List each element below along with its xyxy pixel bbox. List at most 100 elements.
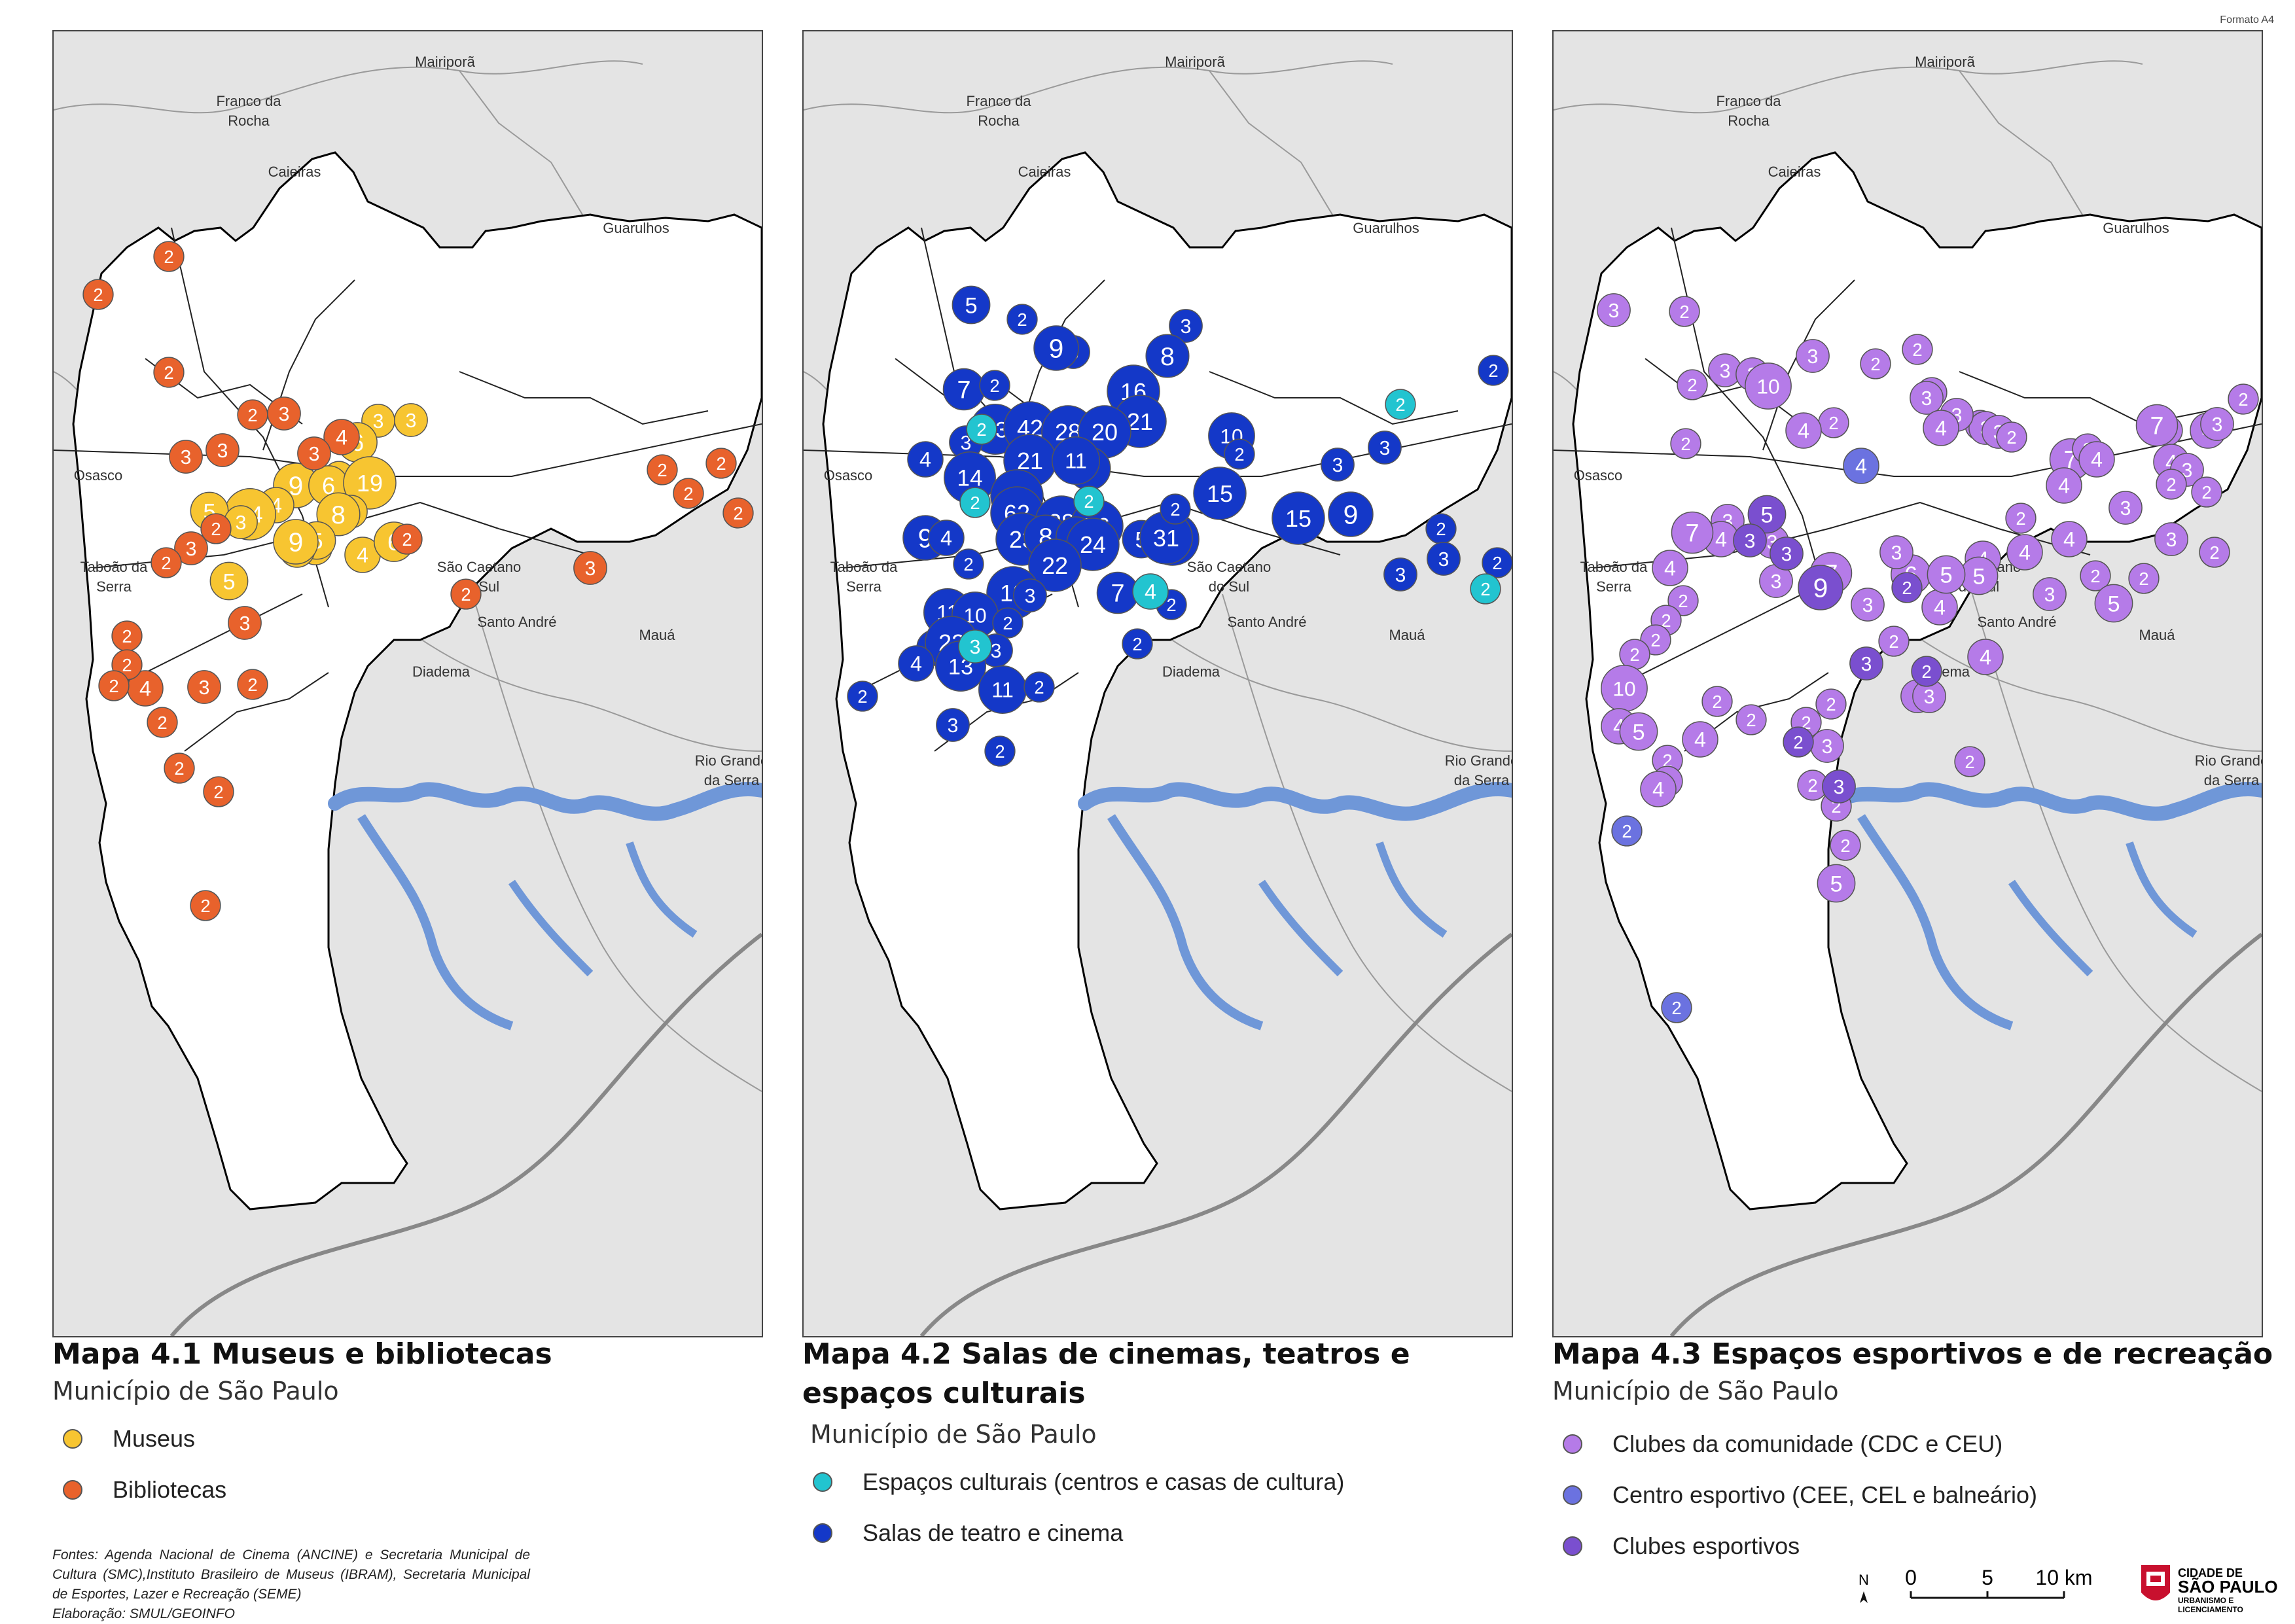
- map-point[interactable]: 4: [907, 441, 944, 478]
- map-point[interactable]: 9: [1328, 491, 1374, 537]
- map-point-marker[interactable]: [1619, 712, 1658, 751]
- map-point[interactable]: 2: [673, 478, 704, 509]
- map-point-marker[interactable]: [2006, 534, 2043, 571]
- map-point[interactable]: 3: [936, 708, 970, 742]
- map-point[interactable]: 5: [1619, 712, 1658, 751]
- map-point-marker[interactable]: [1747, 495, 1787, 534]
- map-point[interactable]: 2: [2199, 537, 2230, 568]
- map-point-marker[interactable]: [237, 669, 268, 700]
- map-point-marker[interactable]: [203, 776, 234, 807]
- map-point-marker[interactable]: [2156, 468, 2187, 500]
- map-point-marker[interactable]: [1849, 646, 1883, 680]
- map-point-marker[interactable]: [1671, 511, 1714, 554]
- map-point[interactable]: 2: [1860, 348, 1891, 380]
- map-point-marker[interactable]: [2005, 503, 2037, 534]
- map-point[interactable]: 3: [1368, 431, 1402, 465]
- map-point-marker[interactable]: [952, 285, 991, 325]
- map-point[interactable]: 2: [1902, 334, 1933, 365]
- map-point-marker[interactable]: [1879, 535, 1913, 569]
- map-point[interactable]: 5: [952, 285, 991, 325]
- map-point[interactable]: 10: [1745, 362, 1792, 410]
- map-point[interactable]: 3: [1910, 381, 1944, 415]
- map-point[interactable]: 2: [237, 669, 268, 700]
- map-point-marker[interactable]: [169, 440, 203, 474]
- map-point-marker[interactable]: [1652, 550, 1688, 586]
- map-point[interactable]: 2: [1701, 686, 1733, 717]
- map-point[interactable]: 3: [169, 440, 203, 474]
- map-point-marker[interactable]: [979, 370, 1010, 401]
- map-point[interactable]: 3: [228, 606, 262, 640]
- map-point-marker[interactable]: [147, 707, 178, 738]
- map-point[interactable]: 2: [1954, 746, 1985, 777]
- map-point-marker[interactable]: [1843, 448, 1879, 484]
- map-point-marker[interactable]: [1272, 491, 1325, 545]
- map-point[interactable]: 3: [2154, 522, 2188, 556]
- map-point[interactable]: 3: [174, 531, 208, 565]
- map-point-marker[interactable]: [1860, 348, 1891, 380]
- map-point-marker[interactable]: [959, 487, 991, 518]
- map-point-marker[interactable]: [2078, 441, 2115, 478]
- map-point-marker[interactable]: [1478, 355, 1509, 386]
- map-point[interactable]: 3: [394, 403, 428, 437]
- map-point-marker[interactable]: [1927, 555, 1966, 594]
- map-point[interactable]: 2: [203, 776, 234, 807]
- map-point-marker[interactable]: [82, 279, 114, 310]
- map-point-marker[interactable]: [2051, 521, 2088, 557]
- map-point[interactable]: 3: [2200, 407, 2234, 441]
- map-point[interactable]: 4: [1923, 410, 1959, 446]
- map-point[interactable]: 3: [1321, 448, 1355, 482]
- map-point-marker[interactable]: [1385, 389, 1416, 420]
- map-point-marker[interactable]: [1073, 485, 1105, 517]
- map-point-marker[interactable]: [1770, 537, 1804, 571]
- map-point[interactable]: 2: [1797, 769, 1828, 801]
- map-point[interactable]: 2: [1619, 639, 1650, 670]
- map-point[interactable]: 2: [153, 241, 185, 272]
- map-point[interactable]: 2: [1661, 992, 1692, 1023]
- map-point-marker[interactable]: [992, 607, 1023, 639]
- map-point[interactable]: 4: [1921, 589, 1958, 626]
- map-point[interactable]: 2: [1425, 513, 1457, 544]
- map-point[interactable]: 3: [205, 433, 240, 467]
- map-point-marker[interactable]: [966, 414, 997, 445]
- map-point[interactable]: 2: [1818, 407, 1849, 438]
- map-point[interactable]: 9: [1033, 325, 1079, 371]
- map-point[interactable]: 2: [1478, 355, 1509, 386]
- map-point-marker[interactable]: [323, 419, 360, 455]
- map-point-marker[interactable]: [2094, 584, 2133, 623]
- map-point[interactable]: 3: [1597, 293, 1631, 327]
- map-point[interactable]: 2: [1023, 671, 1055, 703]
- map-point-marker[interactable]: [1052, 436, 1100, 485]
- map-point[interactable]: 4: [898, 645, 934, 682]
- map-point-marker[interactable]: [705, 448, 737, 479]
- map-point[interactable]: 2: [1470, 573, 1501, 605]
- map-point-marker[interactable]: [1910, 381, 1944, 415]
- map-point[interactable]: 4: [1652, 550, 1688, 586]
- map-point[interactable]: 7: [1671, 511, 1714, 554]
- map-point[interactable]: 3: [1879, 535, 1913, 569]
- map-point-marker[interactable]: [164, 752, 195, 784]
- map-point[interactable]: 3: [267, 397, 301, 431]
- map-point[interactable]: 2: [98, 670, 130, 701]
- map-point-marker[interactable]: [1954, 746, 1985, 777]
- map-point[interactable]: 15: [1272, 491, 1325, 545]
- map-point[interactable]: 2: [1224, 438, 1255, 470]
- map-point[interactable]: 2: [450, 578, 482, 610]
- map-point-marker[interactable]: [200, 513, 232, 544]
- map-point[interactable]: 2: [647, 454, 678, 485]
- map-point-marker[interactable]: [1830, 830, 1861, 861]
- map-point[interactable]: 2: [1996, 421, 2027, 453]
- map-point[interactable]: 11: [978, 665, 1027, 714]
- map-point[interactable]: 4: [1967, 639, 2004, 675]
- map-point[interactable]: 2: [151, 547, 182, 578]
- map-4-1-frame[interactable]: Mairiporã Franco da Rocha Caieiras Guarulhos…: [52, 30, 763, 1337]
- map-point-marker[interactable]: [1911, 656, 1942, 687]
- map-point-marker[interactable]: [1815, 688, 1847, 720]
- map-point[interactable]: 9: [1798, 565, 1843, 610]
- map-point-marker[interactable]: [2154, 522, 2188, 556]
- map-point-marker[interactable]: [1661, 992, 1692, 1023]
- map-point[interactable]: 2: [164, 752, 195, 784]
- map-point[interactable]: 4: [1785, 412, 1822, 449]
- map-point-marker[interactable]: [1193, 467, 1247, 520]
- map-point-marker[interactable]: [647, 454, 678, 485]
- map-point[interactable]: 5: [1959, 556, 1999, 595]
